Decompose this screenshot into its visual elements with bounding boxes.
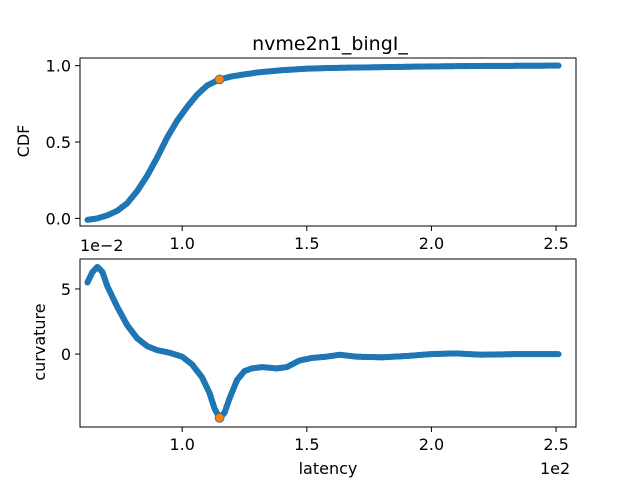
curvature-xtick-label: 1.5	[294, 435, 319, 454]
curvature-highlight-point	[214, 412, 225, 423]
cdf-xtick-label: 2.5	[543, 234, 568, 253]
curvature-ylabel: curvature	[30, 303, 49, 380]
curvature-xtick-label: 2.5	[543, 435, 568, 454]
cdf-ytick-label: 0.0	[46, 209, 71, 228]
cdf-points	[84, 62, 562, 223]
cdf-ytick-label: 0.5	[46, 133, 71, 152]
cdf-ytick-label: 1.0	[46, 57, 71, 76]
curvature-point	[555, 351, 562, 358]
cdf-xtick-label: 1.0	[169, 234, 194, 253]
curvature-points	[84, 263, 562, 421]
cdf-xtick-label: 1.5	[294, 234, 319, 253]
cdf-xtick-label: 2.0	[419, 234, 444, 253]
curvature-axes-frame	[79, 258, 577, 428]
cdf-highlight-point	[214, 74, 225, 85]
cdf-ylabel: CDF	[14, 125, 33, 158]
curvature-panel: curvature latency 1e2 1.0 1.5 2.0 2.5 0 5	[30, 258, 577, 478]
curvature-xlabel: latency	[299, 459, 358, 478]
chart-title: nvme2n1_bingI_	[252, 33, 408, 55]
cdf-x-offset-text: 1e−2	[80, 236, 124, 255]
curvature-ytick-label: 0	[61, 345, 71, 364]
cdf-panel: CDF 1e−2 1.0 1.5 2.0 2.5 0.0 0.5 1.0	[14, 57, 577, 255]
curvature-xtick-label: 2.0	[419, 435, 444, 454]
cdf-axes-frame	[79, 57, 577, 227]
cdf-point	[555, 62, 562, 69]
curvature-x-offset-text: 1e2	[540, 459, 570, 478]
curvature-ytick-label: 5	[61, 280, 71, 299]
curvature-xtick-label: 1.0	[169, 435, 194, 454]
